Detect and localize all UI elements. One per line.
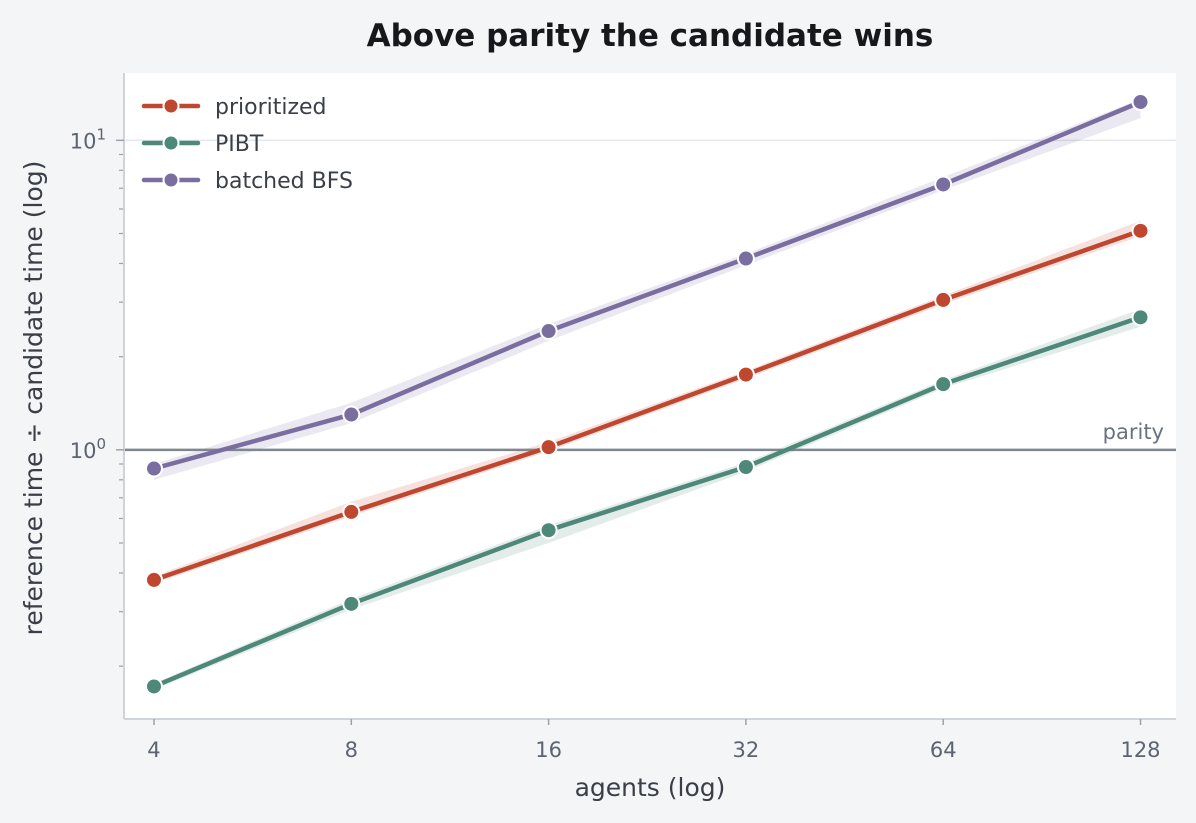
series-line-0	[151, 228, 1143, 583]
series-point-2-1	[342, 405, 361, 424]
legend-label: PIBT	[215, 132, 264, 157]
series-point-1-2	[539, 521, 558, 540]
legend-swatch-marker	[162, 134, 180, 152]
reference-layer: parity	[124, 420, 1176, 452]
series-point-2-0	[144, 459, 163, 478]
plot-area	[124, 73, 1176, 719]
legend-swatch-marker	[162, 97, 180, 115]
x-tick-label: 64	[930, 738, 957, 762]
x-tick-label: 128	[1120, 738, 1160, 762]
lines-layer	[151, 99, 1143, 689]
y-axis-label: reference time ÷ candidate time (log)	[19, 161, 48, 636]
chart-title: Above parity the candidate wins	[367, 18, 934, 54]
legend-swatch-marker	[162, 171, 180, 189]
y-tick-label: 100	[70, 435, 106, 463]
x-axis-label: agents (log)	[575, 773, 726, 802]
series-point-0-4	[934, 290, 953, 309]
series-band-0	[154, 220, 1141, 584]
legend-label: batched BFS	[215, 169, 353, 194]
series-point-2-4	[934, 175, 953, 194]
x-tick-label: 8	[345, 738, 358, 762]
x-tick-label: 32	[733, 738, 760, 762]
series-point-1-1	[342, 594, 361, 613]
series-point-0-3	[736, 365, 755, 384]
points-layer	[144, 92, 1150, 696]
x-ticks: 4 8 16 32 64 128	[147, 719, 1161, 762]
series-line-2	[151, 99, 1143, 471]
series-point-2-3	[736, 249, 755, 268]
series-point-0-0	[144, 570, 163, 589]
series-point-1-0	[144, 677, 163, 696]
axes-layer	[123, 73, 1176, 720]
series-line-1	[151, 315, 1143, 689]
legend-item-2: batched BFS	[141, 169, 353, 194]
parity-label: parity	[1103, 420, 1164, 444]
legend-label: prioritized	[215, 95, 327, 120]
series-point-0-5	[1131, 221, 1150, 240]
series-point-0-2	[539, 438, 558, 457]
y-tick-label: 101	[70, 125, 106, 153]
series-point-0-1	[342, 502, 361, 521]
series-point-2-2	[539, 322, 558, 341]
series-point-1-4	[934, 375, 953, 394]
series-point-2-5	[1131, 92, 1150, 111]
x-tick-label: 16	[535, 738, 562, 762]
x-tick-label: 4	[147, 738, 160, 762]
legend-item-0: prioritized	[141, 95, 327, 120]
legend: prioritized PIBT batched BFS	[141, 95, 353, 194]
series-point-1-3	[736, 458, 755, 477]
series-point-1-5	[1131, 308, 1150, 327]
series-band-2	[154, 99, 1141, 480]
y-ticks: 100 101	[70, 125, 124, 463]
legend-item-1: PIBT	[141, 132, 264, 157]
